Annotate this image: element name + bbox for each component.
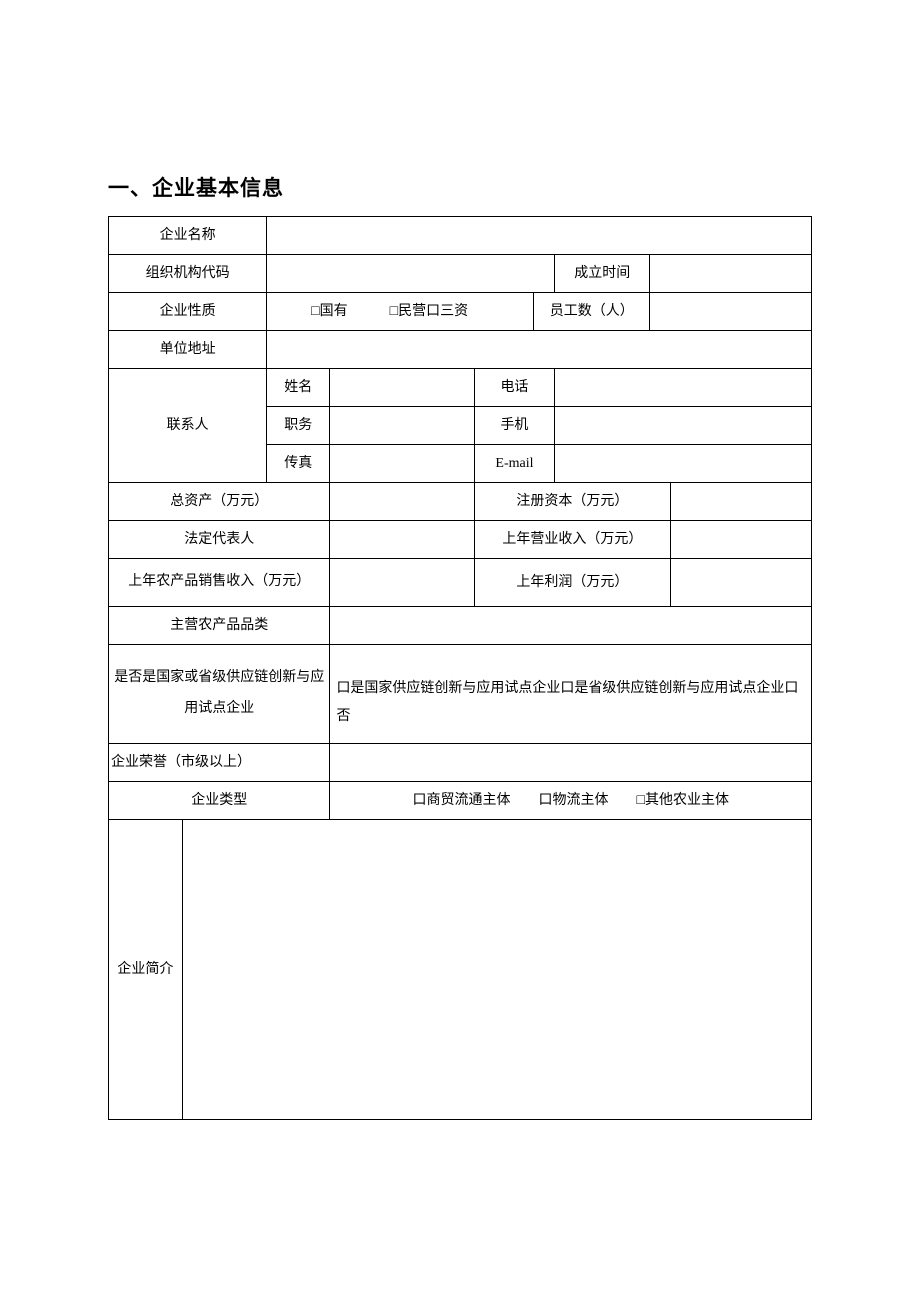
- value-org-code: [267, 255, 555, 293]
- value-employee-count: [650, 293, 812, 331]
- label-supply-chain-pilot: 是否是国家或省级供应链创新与应用试点企业: [109, 644, 330, 743]
- label-name: 姓名: [267, 369, 330, 407]
- value-contact-email: [555, 445, 812, 483]
- value-last-year-revenue: [671, 521, 812, 559]
- label-fax: 传真: [267, 445, 330, 483]
- label-email: E-mail: [474, 445, 555, 483]
- label-company-nature: 企业性质: [109, 293, 267, 331]
- value-establish-date: [650, 255, 812, 293]
- value-last-year-profit: [671, 559, 812, 607]
- label-company-type: 企业类型: [109, 781, 330, 819]
- value-registered-capital: [671, 483, 812, 521]
- label-contact: 联系人: [109, 369, 267, 483]
- value-contact-mobile: [555, 407, 812, 445]
- label-company-intro: 企业简介: [109, 819, 183, 1119]
- value-type-options: 口商贸流通主体 口物流主体 □其他农业主体: [330, 781, 812, 819]
- value-main-agri-category: [330, 606, 812, 644]
- value-company-name: [267, 217, 812, 255]
- label-main-agri-category: 主营农产品品类: [109, 606, 330, 644]
- value-legal-rep: [330, 521, 474, 559]
- value-address: [267, 331, 812, 369]
- value-contact-phone: [555, 369, 812, 407]
- value-nature-options: □国有 □民营口三资: [267, 293, 534, 331]
- label-total-assets: 总资产（万元）: [109, 483, 330, 521]
- value-contact-name: [330, 369, 474, 407]
- value-contact-position: [330, 407, 474, 445]
- value-total-assets: [330, 483, 474, 521]
- value-company-intro: [182, 819, 811, 1119]
- label-last-year-revenue: 上年营业收入（万元）: [474, 521, 671, 559]
- value-contact-fax: [330, 445, 474, 483]
- label-employee-count: 员工数（人）: [534, 293, 650, 331]
- page-title: 一、企业基本信息: [108, 172, 812, 202]
- label-company-name: 企业名称: [109, 217, 267, 255]
- company-info-table: 企业名称 组织机构代码 成立时间 企业性质 □国有 □民营口三资 员工数（人） …: [108, 216, 812, 1120]
- label-honors: 企业荣誉（市级以上）: [109, 743, 330, 781]
- label-position: 职务: [267, 407, 330, 445]
- label-phone: 电话: [474, 369, 555, 407]
- label-legal-rep: 法定代表人: [109, 521, 330, 559]
- value-last-year-agri-revenue: [330, 559, 474, 607]
- label-last-year-profit: 上年利润（万元）: [474, 559, 671, 607]
- label-registered-capital: 注册资本（万元）: [474, 483, 671, 521]
- label-establish-date: 成立时间: [555, 255, 650, 293]
- label-mobile: 手机: [474, 407, 555, 445]
- label-last-year-agri-revenue: 上年农产品销售收入（万元）: [109, 559, 330, 607]
- value-pilot-options: 口是国家供应链创新与应用试点企业口是省级供应链创新与应用试点企业口否: [330, 644, 812, 743]
- label-address: 单位地址: [109, 331, 267, 369]
- label-org-code: 组织机构代码: [109, 255, 267, 293]
- value-honors: [330, 743, 812, 781]
